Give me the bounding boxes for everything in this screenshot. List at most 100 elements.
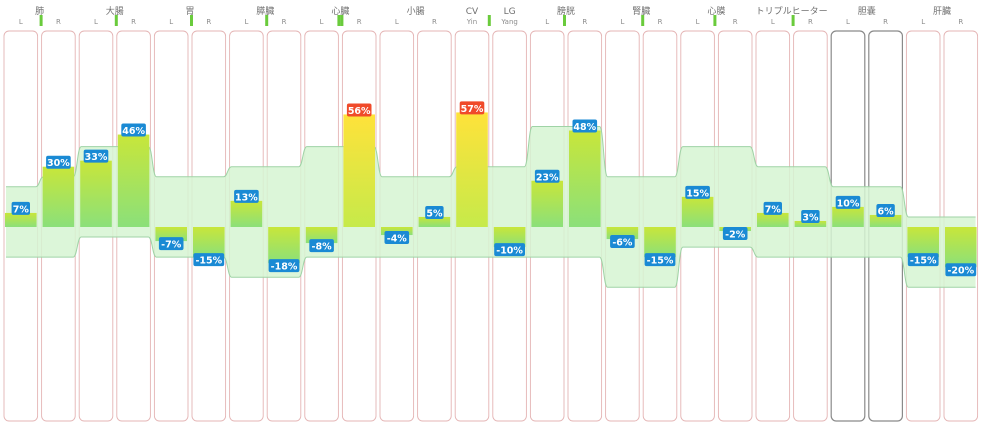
value-label-text-11: 5% [426, 208, 443, 219]
side-label-8: L [320, 18, 324, 26]
bar-7[interactable] [268, 227, 300, 264]
value-label-text-10: -4% [387, 234, 408, 245]
value-label-text-12: 57% [461, 104, 484, 115]
side-label-11: R [432, 18, 437, 26]
value-label-5: -15% [193, 253, 225, 267]
value-label-8: -8% [309, 239, 334, 253]
side-label-9: R [357, 18, 362, 26]
side-label-3: R [131, 18, 136, 26]
group-header-11: トリプルヒーター [756, 6, 828, 17]
value-label-10: -4% [384, 231, 410, 245]
bar-9[interactable] [343, 114, 375, 227]
side-label-15: R [582, 18, 587, 26]
value-label-16: -6% [610, 235, 635, 249]
value-label-text-20: 7% [765, 204, 782, 215]
side-label-2: L [94, 18, 98, 26]
value-label-12: 57% [459, 101, 485, 115]
bar-6[interactable] [230, 200, 263, 227]
side-label-14: L [545, 18, 549, 26]
side-label-18: L [696, 18, 700, 26]
group-header-5: 小腸 [407, 6, 425, 17]
side-indicator-8 [337, 15, 341, 26]
side-label-6: L [244, 18, 248, 26]
side-indicator-7 [265, 15, 269, 26]
side-label-16: L [620, 18, 624, 26]
group-header-3: 膵臓 [256, 6, 274, 17]
side-indicator-21 [791, 15, 795, 26]
group-header-0: 肺 [35, 6, 44, 17]
side-label-10: L [395, 18, 399, 26]
bar-11[interactable] [418, 216, 451, 227]
bar-2[interactable] [80, 160, 112, 227]
value-label-23: 6% [876, 203, 895, 217]
value-label-21: 3% [801, 209, 820, 223]
bar-23[interactable] [869, 214, 902, 227]
side-label-17: R [658, 18, 663, 26]
value-label-text-2: 33% [85, 152, 108, 163]
bar-0[interactable] [5, 212, 37, 227]
bar-20[interactable] [757, 212, 789, 227]
side-indicator-3 [114, 15, 118, 26]
value-label-25: -20% [945, 263, 977, 277]
side-label-24: L [921, 18, 925, 26]
group-header-7: LG [504, 7, 516, 17]
bar-10[interactable] [381, 227, 413, 236]
value-label-text-15: 48% [573, 122, 596, 133]
value-label-1: 30% [46, 155, 71, 169]
side-label-4: L [169, 18, 173, 26]
bar-5[interactable] [193, 227, 225, 258]
side-label-1: R [56, 18, 61, 26]
bar-17[interactable] [644, 227, 676, 258]
value-label-17: -15% [644, 253, 676, 267]
side-label-22: L [846, 18, 850, 26]
side-indicator-14 [563, 15, 566, 26]
value-label-text-3: 46% [122, 126, 145, 137]
bar-22[interactable] [832, 206, 864, 227]
bar-14[interactable] [531, 180, 563, 227]
bar-18[interactable] [681, 196, 714, 227]
value-label-6: 13% [234, 189, 259, 203]
bar-12[interactable] [456, 112, 488, 227]
value-label-3: 46% [121, 123, 146, 137]
value-label-20: 7% [763, 201, 782, 215]
bar-15[interactable] [569, 130, 601, 227]
side-label-23: R [883, 18, 888, 26]
group-header-9: 腎臓 [632, 6, 650, 17]
bar-25[interactable] [945, 227, 977, 268]
value-label-19: -2% [722, 227, 748, 241]
value-label-13: -10% [494, 243, 525, 257]
value-label-15: 48% [572, 119, 598, 133]
value-label-24: -15% [907, 253, 939, 267]
side-label-12: Yin [466, 18, 477, 26]
value-label-text-5: -15% [195, 256, 222, 267]
bar-24[interactable] [907, 227, 939, 258]
group-header-6: CV [466, 7, 479, 17]
side-indicator-9 [340, 15, 344, 26]
side-label-19: R [733, 18, 738, 26]
bar-21[interactable] [794, 220, 827, 227]
value-label-text-6: 13% [235, 192, 258, 203]
bar-1[interactable] [42, 166, 75, 227]
side-indicator-18 [713, 15, 717, 26]
bar-8[interactable] [305, 227, 338, 244]
value-label-2: 33% [83, 149, 109, 163]
value-label-11: 5% [425, 205, 444, 219]
bar-3[interactable] [117, 134, 150, 227]
group-header-8: 膀胱 [557, 5, 575, 17]
side-label-5: R [206, 18, 211, 26]
value-label-text-4: -7% [161, 240, 182, 251]
value-label-text-22: 10% [837, 198, 860, 209]
side-label-7: R [282, 18, 287, 26]
value-label-text-24: -15% [910, 256, 937, 267]
value-label-14: 23% [534, 169, 560, 183]
value-label-text-21: 3% [802, 212, 819, 223]
value-label-text-14: 23% [536, 172, 559, 183]
group-header-2: 胃 [185, 6, 194, 17]
bar-13[interactable] [493, 227, 526, 248]
band-upper-edge [6, 126, 976, 218]
value-label-7: -18% [268, 259, 300, 273]
side-indicator-17 [641, 15, 645, 26]
group-header-4: 心臓 [331, 6, 349, 17]
value-label-22: 10% [835, 195, 861, 209]
